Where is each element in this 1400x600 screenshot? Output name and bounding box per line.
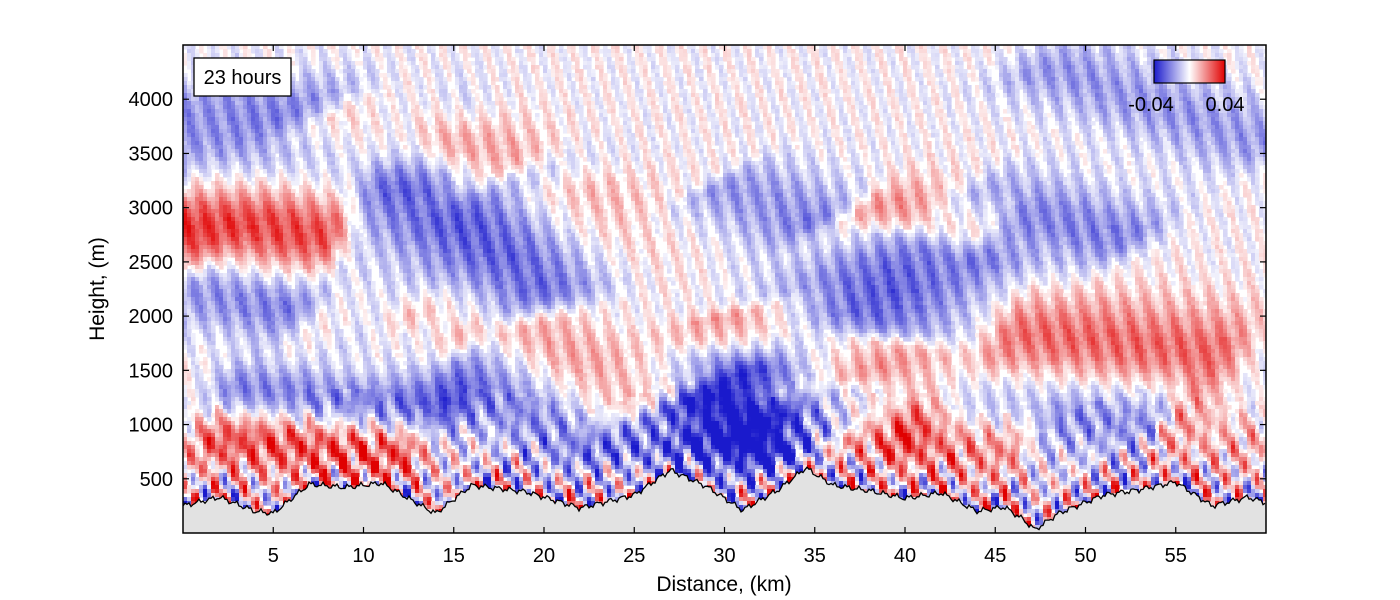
y-tick-label: 2500: [129, 252, 174, 274]
x-tick-label: 15: [443, 545, 465, 567]
colorbar-gradient: [1154, 60, 1225, 83]
y-tick-label: 2000: [129, 306, 174, 328]
x-tick-label: 40: [894, 545, 916, 567]
x-tick-label: 30: [713, 545, 735, 567]
x-axis-title: Distance, (km): [656, 573, 791, 596]
y-tick-label: 3000: [129, 198, 174, 220]
x-tick-label: 20: [533, 545, 555, 567]
y-tick-label: 4000: [129, 89, 174, 111]
x-tick-label: 55: [1165, 545, 1187, 567]
y-tick-label: 3500: [129, 143, 174, 165]
colorbar-max-label: 0.04: [1206, 94, 1245, 116]
plot-area: [183, 45, 1268, 534]
x-tick-label: 35: [804, 545, 826, 567]
y-tick-label: 500: [140, 469, 173, 491]
time-annotation-text: 23 hours: [204, 67, 282, 89]
time-annotation: 23 hours: [194, 58, 291, 96]
colorbar-min-label: -0.04: [1128, 94, 1174, 116]
x-tick-label: 10: [352, 545, 374, 567]
x-tick-label: 50: [1074, 545, 1096, 567]
y-axis-title: Height, (m): [86, 237, 109, 341]
y-tick-label: 1500: [129, 360, 174, 382]
x-tick-label: 5: [268, 545, 279, 567]
y-tick-label: 1000: [129, 415, 174, 437]
x-tick-label: 25: [623, 545, 645, 567]
x-tick-label: 45: [984, 545, 1006, 567]
